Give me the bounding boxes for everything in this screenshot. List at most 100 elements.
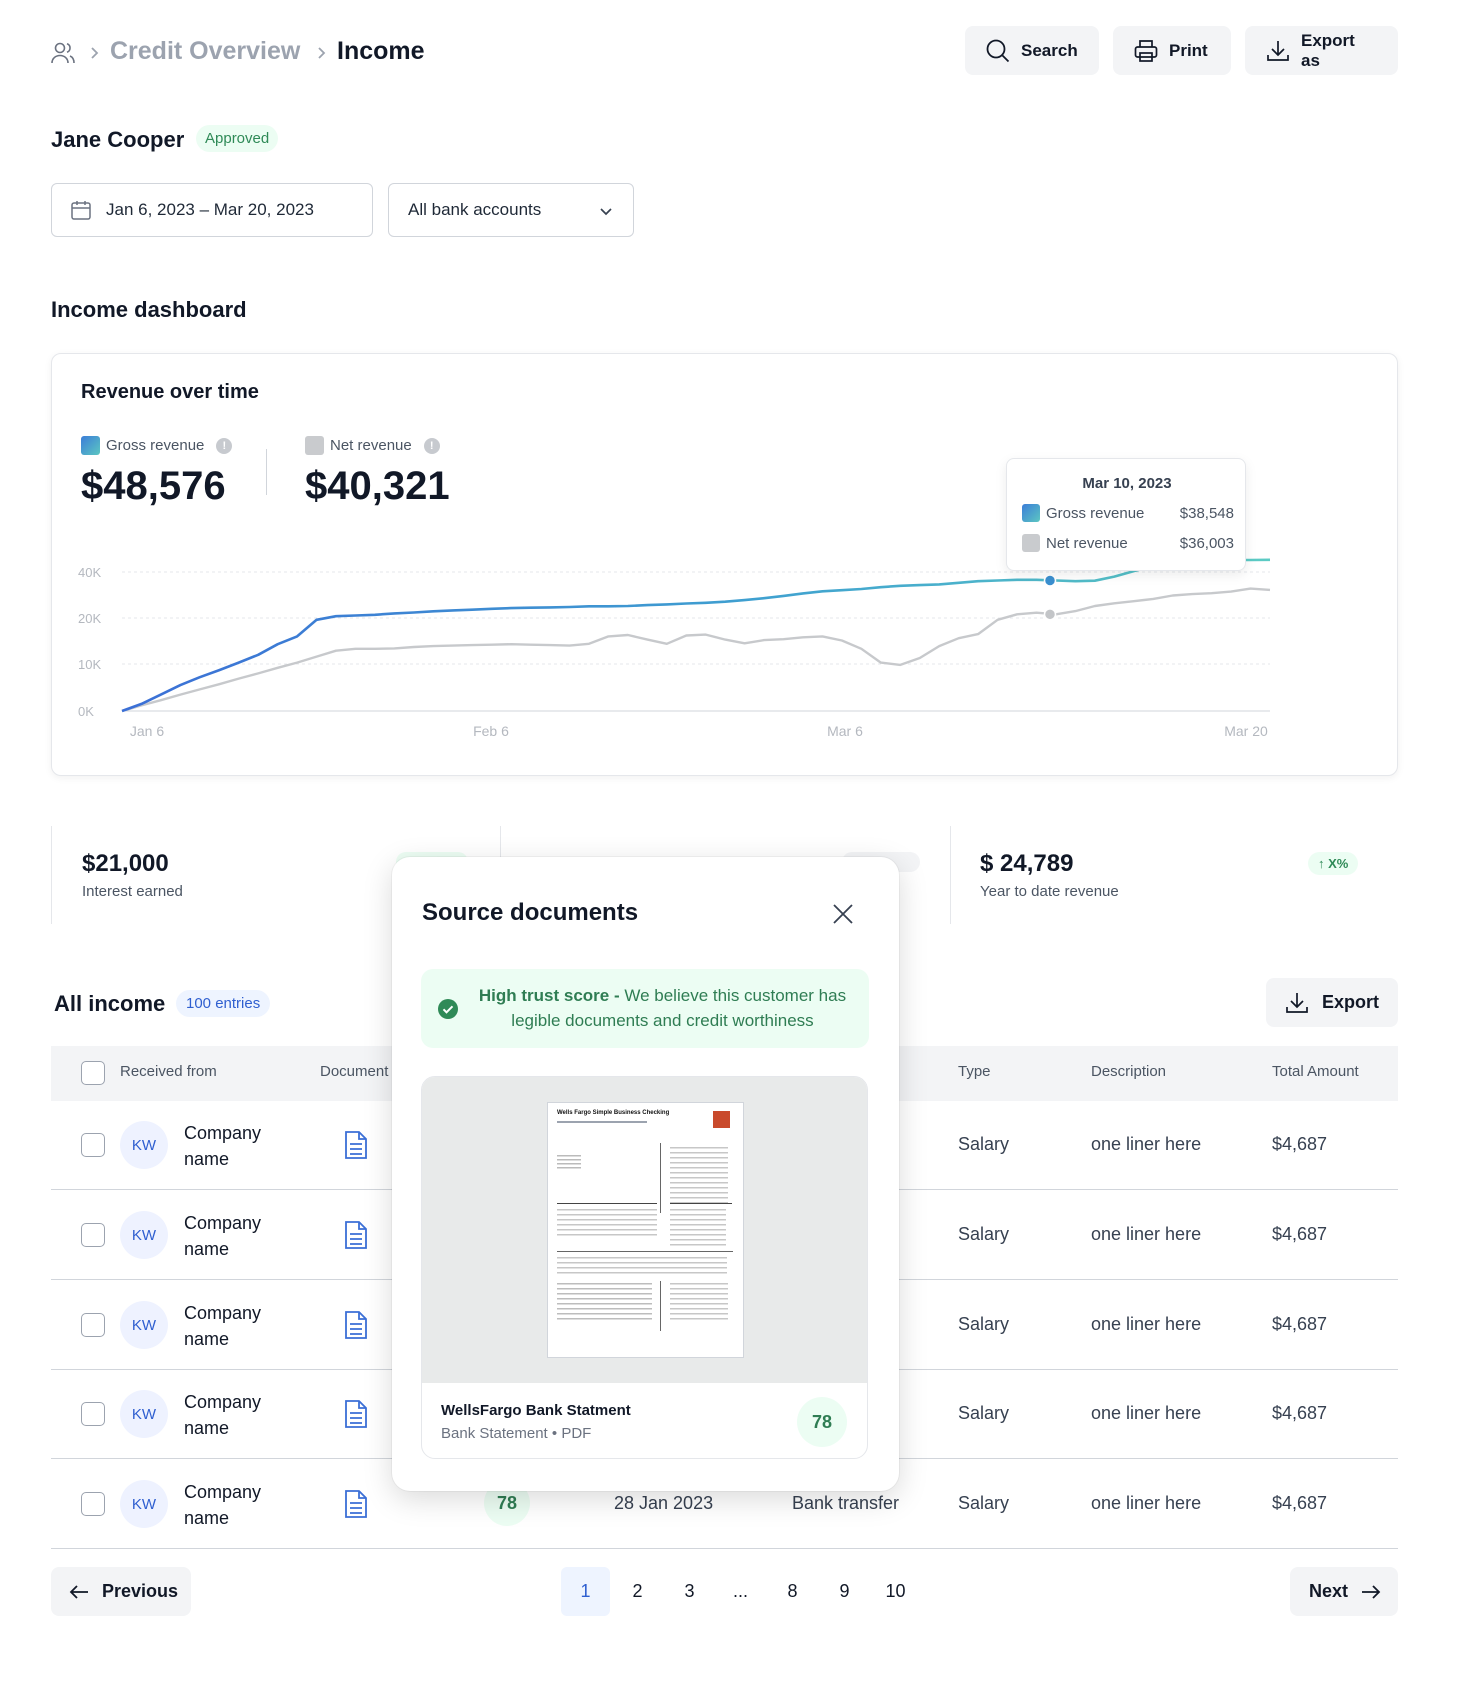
avatar: KW <box>120 1211 168 1259</box>
thumbnail-title: Wells Fargo Simple Business Checking <box>557 1110 670 1116</box>
page-9[interactable]: 9 <box>839 1581 850 1601</box>
search-button-label: Search <box>1021 40 1078 60</box>
thumbnail-line <box>557 1121 647 1123</box>
arrow-right-icon <box>1360 1583 1382 1601</box>
gross-legend: Gross revenue ! <box>81 436 233 455</box>
document-thumbnail: Wells Fargo Simple Business Checking <box>547 1102 744 1358</box>
account-select[interactable]: All bank accounts <box>388 183 634 237</box>
document-icon[interactable] <box>343 1399 369 1429</box>
gross-swatch <box>81 436 100 455</box>
trust-banner: High trust score - We believe this custo… <box>421 969 869 1048</box>
calendar-icon <box>70 199 92 221</box>
page-ellipsis: ... <box>732 1581 748 1601</box>
info-icon[interactable]: ! <box>216 437 233 454</box>
net-label: Net revenue <box>330 437 412 454</box>
row-checkbox[interactable] <box>81 1402 105 1426</box>
net-value: $40,321 <box>305 464 450 508</box>
page-2[interactable]: 2 <box>632 1581 643 1601</box>
gross-value: $48,576 <box>81 464 226 508</box>
search-button[interactable]: Search <box>965 26 1099 75</box>
type-cell: Salary <box>958 1314 1010 1334</box>
thumbnail-line <box>670 1283 728 1323</box>
page-1[interactable]: 1 <box>561 1567 610 1616</box>
row-checkbox[interactable] <box>81 1313 105 1337</box>
select-all-checkbox[interactable] <box>81 1061 105 1085</box>
document-icon[interactable] <box>343 1220 369 1250</box>
gross-highlight-point <box>1043 574 1057 587</box>
info-icon[interactable]: ! <box>423 437 440 454</box>
description-cell: one liner here <box>1091 1493 1202 1513</box>
type-cell: Salary <box>958 1493 1010 1513</box>
page-8[interactable]: 8 <box>787 1581 798 1601</box>
thumbnail-logo <box>713 1111 730 1128</box>
tooltip-gross-row: Gross revenue $38,548 <box>1022 504 1234 522</box>
row-checkbox[interactable] <box>81 1133 105 1157</box>
tooltip-net-value: $36,003 <box>1179 534 1234 552</box>
col-type[interactable]: Type <box>958 1063 991 1080</box>
revenue-card-title: Revenue over time <box>81 381 259 403</box>
description-cell: one liner here <box>1091 1134 1202 1154</box>
amount-cell: $4,687 <box>1272 1403 1328 1423</box>
thumbnail-line <box>557 1203 657 1204</box>
export-button-label: Export <box>1322 992 1380 1012</box>
tooltip-gross-value: $38,548 <box>1179 504 1234 522</box>
row-divider <box>51 1548 1398 1549</box>
chevron-right-icon <box>314 44 328 62</box>
col-description[interactable]: Description <box>1091 1063 1167 1080</box>
col-document[interactable]: Document <box>320 1063 389 1080</box>
search-icon <box>985 38 1011 64</box>
thumbnail-line <box>557 1283 652 1323</box>
previous-button[interactable]: Previous <box>51 1567 191 1616</box>
next-label: Next <box>1309 1581 1349 1601</box>
page-3[interactable]: 3 <box>684 1581 695 1601</box>
breadcrumb-current: Income <box>337 37 425 65</box>
kpi-divider <box>950 826 951 924</box>
page-10[interactable]: 10 <box>885 1581 906 1601</box>
company-name: Company name <box>184 1482 262 1528</box>
y-tick-label: 0K <box>78 704 94 719</box>
net-highlight-point <box>1043 608 1057 621</box>
next-button[interactable]: Next <box>1290 1567 1398 1616</box>
account-select-value: All bank accounts <box>408 200 542 219</box>
y-tick-label: 10K <box>78 657 101 672</box>
gross-swatch <box>1022 504 1040 522</box>
date-range-picker[interactable]: Jan 6, 2023 – Mar 20, 2023 <box>51 183 373 237</box>
y-tick-label: 40K <box>78 565 101 580</box>
row-checkbox[interactable] <box>81 1223 105 1247</box>
tooltip-date: Mar 10, 2023 <box>1082 475 1172 492</box>
users-icon[interactable] <box>50 40 76 66</box>
col-received-from[interactable]: Received from <box>120 1063 217 1080</box>
amount-cell: $4,687 <box>1272 1314 1328 1334</box>
revenue-card: Revenue over time Gross revenue ! $48,57… <box>51 353 1398 776</box>
company-name: Company name <box>184 1123 262 1169</box>
status-badge: Approved <box>196 125 279 152</box>
entries-badge: 100 entries <box>176 990 271 1017</box>
net-swatch <box>1022 534 1040 552</box>
y-tick-label: 20K <box>78 611 101 626</box>
description-cell: one liner here <box>1091 1224 1202 1244</box>
date-cell: 28 Jan 2023 <box>614 1493 714 1513</box>
modal-title: Source documents <box>422 899 639 926</box>
export-as-button[interactable]: Export as <box>1245 26 1398 75</box>
company-name: Company name <box>184 1392 262 1438</box>
check-circle-icon <box>438 999 458 1019</box>
close-icon[interactable] <box>830 901 856 927</box>
type-cell: Salary <box>958 1224 1010 1244</box>
document-icon[interactable] <box>343 1489 369 1519</box>
thumbnail-line <box>557 1209 657 1237</box>
breadcrumb-parent[interactable]: Credit Overview <box>110 37 301 65</box>
arrow-left-icon <box>68 1583 90 1601</box>
company-name: Company name <box>184 1213 262 1259</box>
all-income-title: All income <box>54 991 166 1016</box>
col-total[interactable]: Total Amount <box>1272 1063 1359 1080</box>
amount-cell: $4,687 <box>1272 1224 1328 1244</box>
chart-tooltip: Mar 10, 2023 Gross revenue $38,548 Net r… <box>1006 458 1246 571</box>
description-cell: one liner here <box>1091 1403 1202 1423</box>
previous-label: Previous <box>102 1581 179 1601</box>
document-icon[interactable] <box>343 1130 369 1160</box>
export-button[interactable]: Export <box>1266 978 1398 1027</box>
document-card[interactable]: Wells Fargo Simple Business Checking Wel… <box>421 1076 868 1459</box>
print-button[interactable]: Print <box>1113 26 1231 75</box>
document-icon[interactable] <box>343 1310 369 1340</box>
row-checkbox[interactable] <box>81 1492 105 1516</box>
